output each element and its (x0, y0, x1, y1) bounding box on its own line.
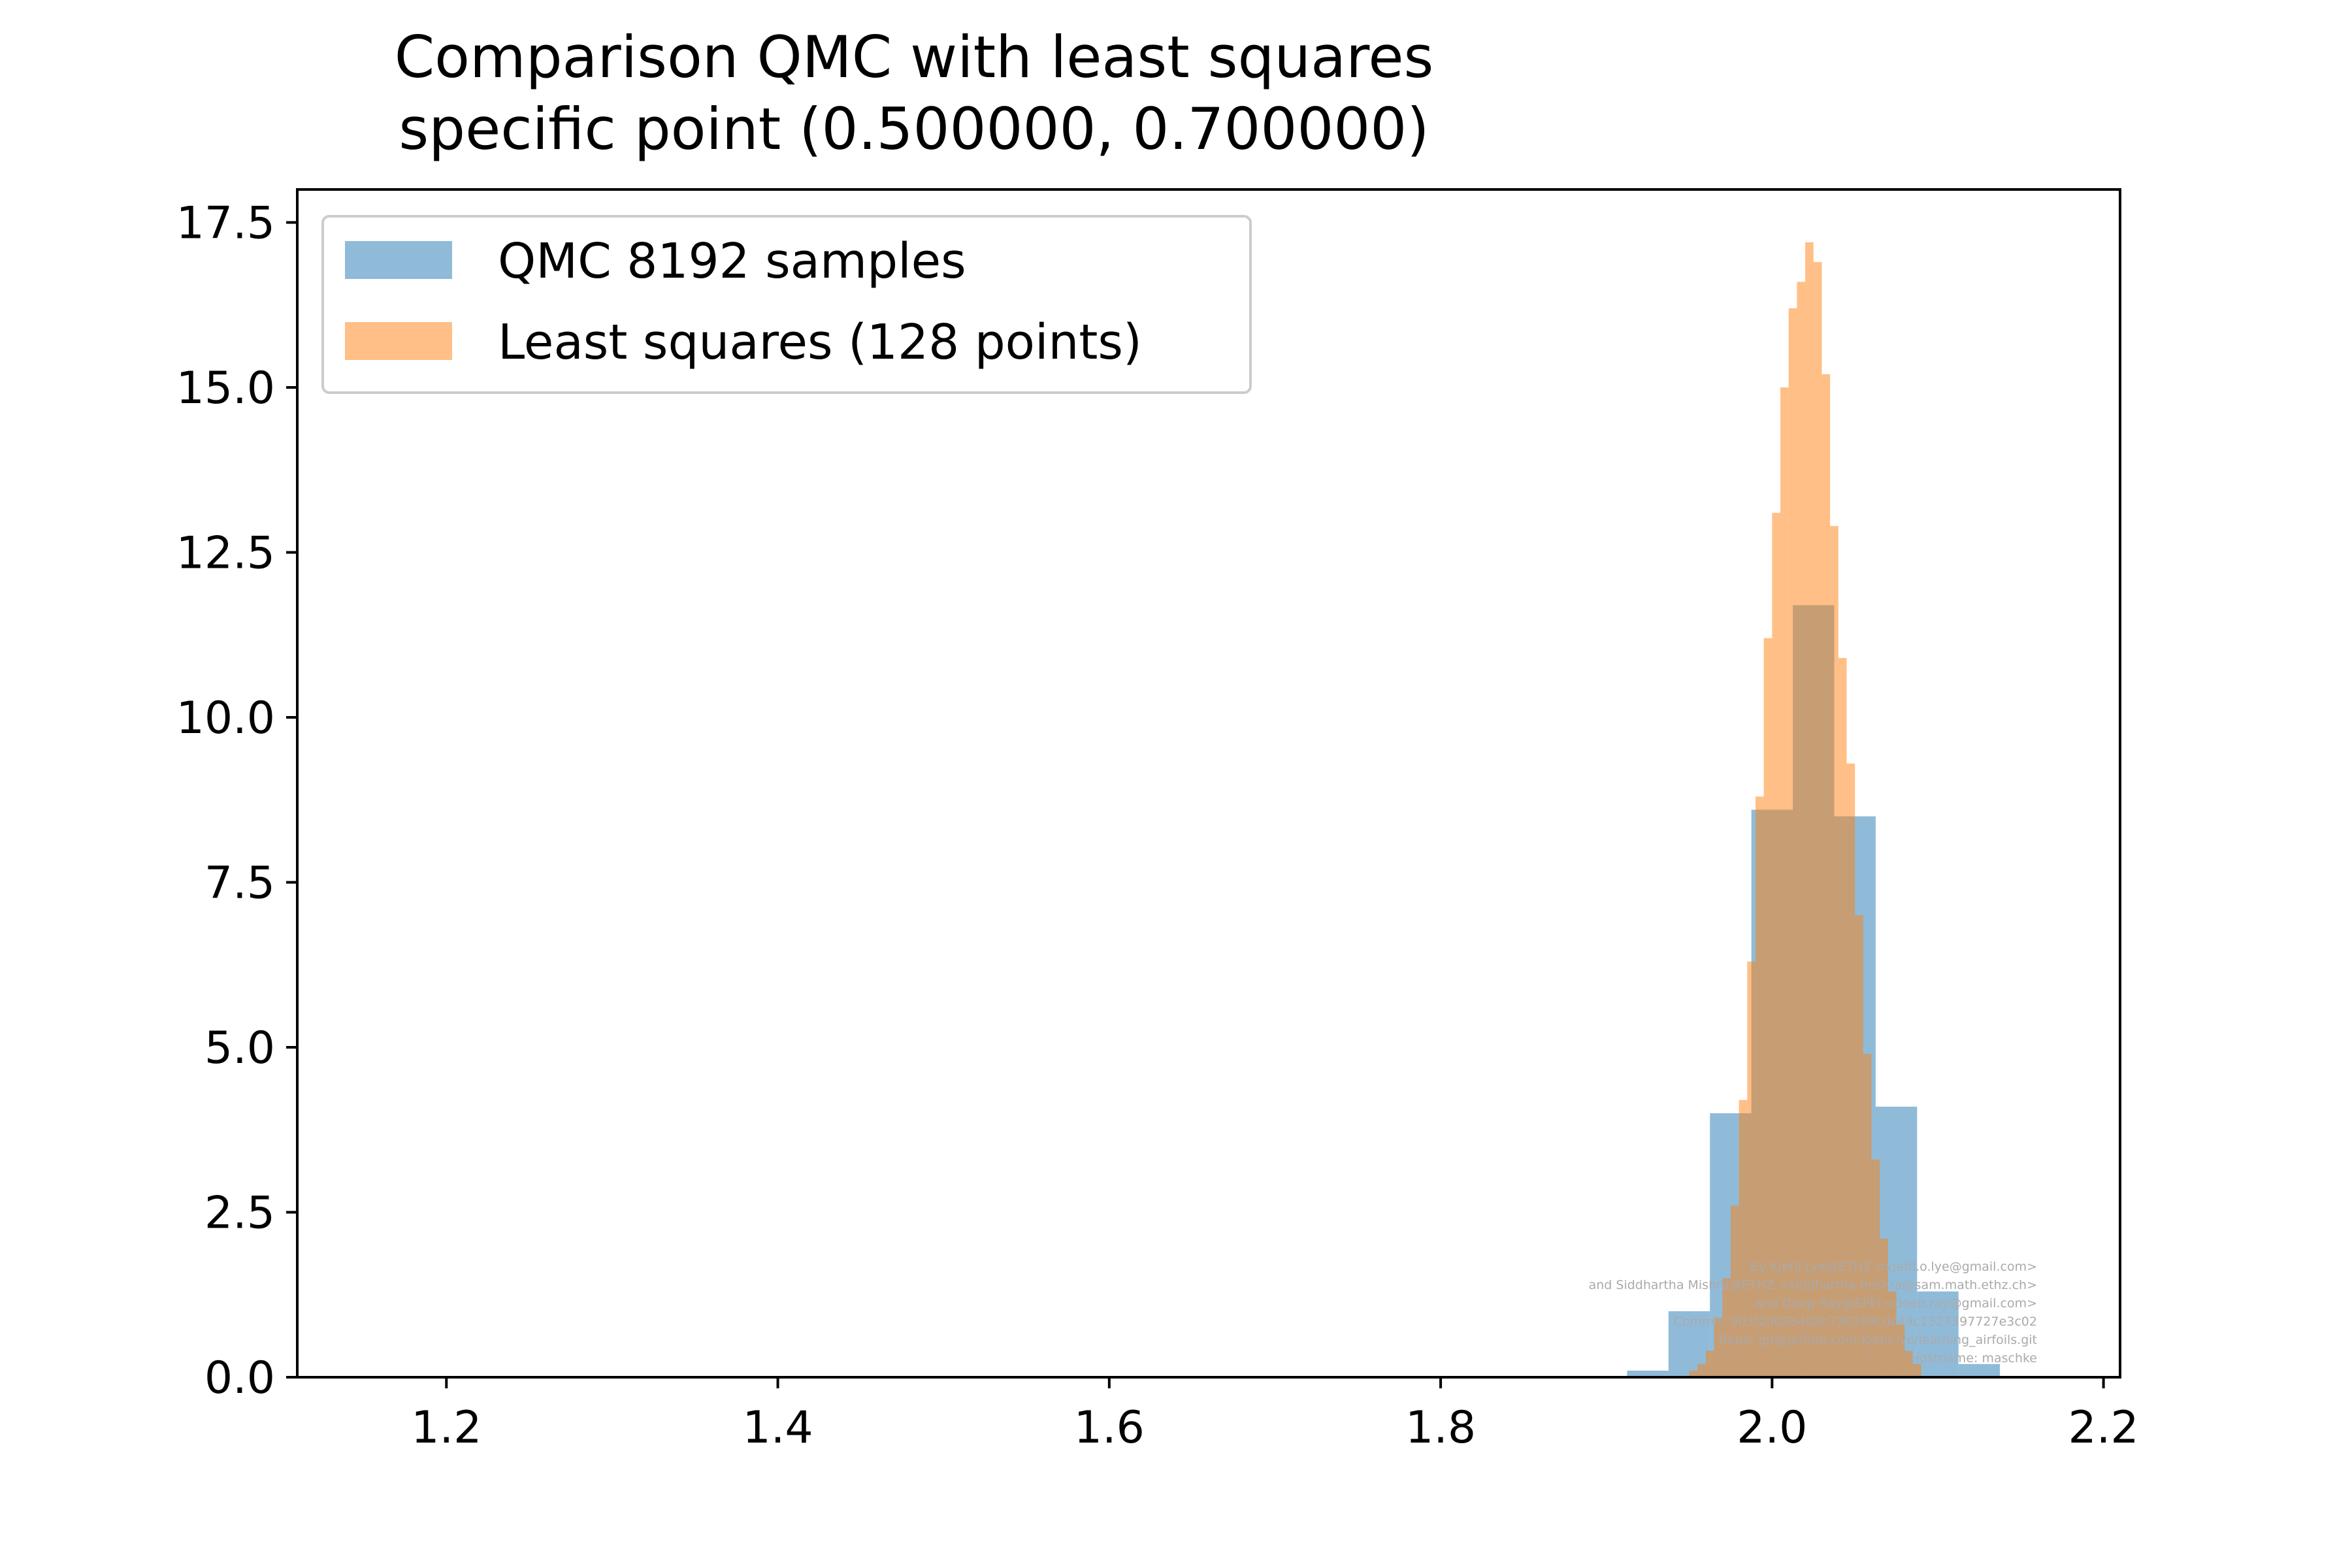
histogram-bar (1705, 1350, 1714, 1377)
y-tick-label: 15.0 (176, 363, 275, 414)
y-tick-label: 7.5 (204, 858, 275, 909)
y-tick-label: 0.0 (204, 1352, 275, 1404)
watermark-text: By Kjetil Lye@ETHZ <kjetil.o.lye@gmail.c… (1589, 1260, 2037, 1365)
histogram-bar (1958, 1364, 2001, 1377)
watermark-line: and Siddhartha Mishra@ETHZ <siddhartha.m… (1589, 1278, 2037, 1292)
histogram-bar (1904, 1350, 1913, 1377)
histogram-bar (1813, 262, 1822, 1378)
histogram-bar (1788, 308, 1797, 1377)
histogram-bar (1772, 512, 1781, 1377)
watermark-line: By Kjetil Lye@ETHZ <kjetil.o.lye@gmail.c… (1750, 1260, 2037, 1274)
chart-title: Comparison QMC with least squares (395, 24, 1434, 91)
watermark-line: and Deep Ray@EPFL<deep.ray@gmail.com> (1755, 1296, 2037, 1311)
legend-label-least-squares: Least squares (128 points) (498, 314, 1142, 370)
y-tick-label: 12.5 (176, 528, 275, 580)
histogram-bar (1714, 1318, 1723, 1377)
histogram-bar (1846, 763, 1855, 1377)
histogram-bar (1821, 374, 1831, 1377)
x-tick-label: 1.4 (742, 1402, 813, 1454)
histogram-bar (1830, 526, 1838, 1377)
plot-area-frame (296, 188, 2121, 1379)
histogram-bar (1863, 1054, 1872, 1377)
histogram-bars (1627, 242, 2001, 1378)
x-tick-label: 2.0 (1737, 1402, 1807, 1454)
y-tick-label: 5.0 (204, 1022, 275, 1074)
histogram-bar (1689, 1370, 1698, 1377)
histogram-bar (1917, 1291, 1959, 1377)
legend-box (321, 215, 1252, 394)
legend-label-qmc: QMC 8192 samples (498, 233, 966, 289)
histogram-bar (1739, 1100, 1748, 1377)
x-axis-ticks: 1.2 1.4 1.6 1.8 2.0 2.2 (411, 1377, 2139, 1454)
histogram-bar (1912, 1364, 1921, 1377)
legend-swatch-qmc (345, 241, 452, 279)
y-axis-ticks: 0.0 2.5 5.0 7.5 10.0 12.5 15.0 17.5 (176, 198, 297, 1404)
x-tick-label: 1.2 (411, 1402, 482, 1454)
watermark-line: Repo: git@github.com:kjetil-lye/learning… (1719, 1333, 2037, 1347)
histogram-bar (1896, 1324, 1905, 1377)
legend: QMC 8192 samples Least squares (128 poin… (321, 215, 1252, 394)
histogram-bar (1697, 1364, 1706, 1377)
series-1-bars (1689, 242, 1921, 1378)
histogram-bar (1871, 1159, 1880, 1377)
x-tick-label: 1.8 (1405, 1402, 1476, 1454)
histogram-bar (1747, 961, 1756, 1377)
histogram-bar (1855, 915, 1863, 1377)
histogram-bar (1780, 387, 1789, 1377)
histogram-bar (1880, 1238, 1888, 1377)
legend-swatch-least-squares (345, 322, 452, 360)
y-tick-label: 10.0 (176, 693, 275, 744)
histogram-bar (1797, 282, 1806, 1377)
histogram-bar (1756, 796, 1764, 1377)
y-tick-label: 17.5 (176, 198, 275, 250)
chart-subtitle: specific point (0.500000, 0.700000) (399, 95, 1429, 163)
x-tick-label: 1.6 (1074, 1402, 1145, 1454)
histogram-bar (1887, 1291, 1897, 1377)
watermark-line: Hostname: maschke (1910, 1351, 2037, 1365)
histogram-bar (1805, 242, 1814, 1377)
x-tick-label: 2.2 (2068, 1402, 2139, 1454)
histogram-bar (1722, 1278, 1731, 1377)
histogram-bar (1627, 1370, 1669, 1377)
histogram-bar (1763, 638, 1772, 1377)
y-tick-label: 2.5 (204, 1188, 275, 1239)
histogram-bar (1838, 658, 1847, 1377)
watermark-line: Commit: 903f2d08b408c730369cdc49c1327397… (1673, 1315, 2037, 1329)
histogram-bar (1730, 1205, 1739, 1377)
